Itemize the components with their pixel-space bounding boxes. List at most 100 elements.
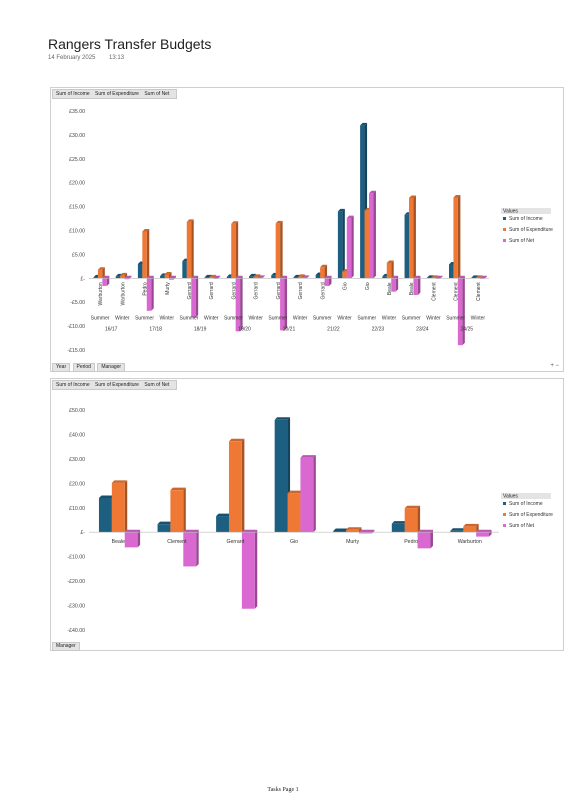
bar-0-2-c1 xyxy=(137,263,143,279)
bar-2-0-c1 xyxy=(102,278,107,286)
y-tick-label-c1: £35.00 xyxy=(69,109,85,115)
bar-1-5-c1-side xyxy=(213,274,216,279)
legend-title-bg-c2 xyxy=(501,493,551,499)
bar-2-9-c1-side xyxy=(306,275,310,279)
y-tick-label-c2: -£10.00 xyxy=(67,555,85,561)
bar-1-8-c1-top xyxy=(275,220,283,224)
expand-collapse-buttons[interactable]: + − xyxy=(550,363,559,369)
axis-field-buttons-2[interactable]: Manager xyxy=(52,642,81,651)
axis-field-period[interactable]: Period xyxy=(72,363,95,372)
x-manager-label-c2: Warburton xyxy=(458,539,482,545)
field-button-income[interactable]: Sum of Income xyxy=(56,91,90,97)
bar-2-0-c2-top xyxy=(124,529,141,533)
bar-1-6-c2-side xyxy=(476,523,479,533)
y-tick-label-c2: £50.00 xyxy=(69,408,85,414)
x-year-label-c1: 24/25 xyxy=(461,326,474,332)
bar-1-5-c1 xyxy=(209,277,214,279)
x-manager-label-c2: Clement xyxy=(167,539,187,545)
axis-field-buttons[interactable]: Year Period Manager xyxy=(52,363,126,372)
bar-2-12-c1-side xyxy=(373,190,376,279)
x-manager-label-c1: Gio xyxy=(365,282,371,290)
bar-2-6-c1 xyxy=(235,278,241,332)
bar-1-5-c2-top xyxy=(404,505,421,509)
x-manager-label-c1: Gerrard xyxy=(231,282,237,299)
bar-1-3-c1-top xyxy=(164,271,172,275)
bar-0-0-c1 xyxy=(93,277,98,279)
bar-0-10-c1 xyxy=(315,274,321,279)
bar-1-4-c1-side xyxy=(191,219,194,279)
bar-0-0-c2 xyxy=(98,498,112,533)
field-button-expenditure[interactable]: Sum of Expenditure xyxy=(95,91,139,97)
field-button-expenditure-2[interactable]: Sum of Expenditure xyxy=(95,382,139,388)
x-period-label-c1: Winter xyxy=(204,315,219,321)
bar-0-9-c1 xyxy=(293,277,298,279)
bar-1-6-c2-top xyxy=(463,523,479,527)
x-manager-label-c1: Gerrard xyxy=(320,282,326,299)
y-axis-c2: -£40.00 -£30.00 -£20.00 -£10.00 £- £10.00 £20.… xyxy=(67,408,85,634)
x-year-label-c1: 18/19 xyxy=(194,326,207,332)
bar-1-2-c1-side xyxy=(146,228,150,279)
legend-label-0-c2: Sum of Income xyxy=(509,501,543,507)
axis-field-year[interactable]: Year xyxy=(52,363,71,372)
bar-2-8-c1-top xyxy=(280,275,288,279)
bar-1-15-c1-side xyxy=(435,275,439,279)
bar-0-6-c2 xyxy=(450,530,464,533)
bar-1-2-c1-top xyxy=(142,228,150,232)
bars-c2 xyxy=(98,417,492,609)
bar-0-3-c1 xyxy=(160,275,165,279)
bar-2-5-c2-side xyxy=(430,529,433,549)
bar-2-3-c2 xyxy=(300,457,314,533)
bar-1-10-c1 xyxy=(320,267,325,279)
x-year-label-c1: 19/20 xyxy=(238,326,251,332)
bar-2-0-c2-side xyxy=(137,529,141,548)
bar-2-16-c1 xyxy=(457,278,463,346)
x-period-label-c1: Summer xyxy=(402,315,421,321)
x-period-label-c1: Summer xyxy=(135,315,154,321)
bar-2-14-c1-top xyxy=(413,275,421,279)
y-tick-label-c2: £20.00 xyxy=(69,481,85,487)
x-manager-label-c1: Beale xyxy=(409,282,415,295)
field-button-income-2[interactable]: Sum of Income xyxy=(56,382,90,388)
y-tick-label-c2: £40.00 xyxy=(69,432,85,438)
legend-title-c1: Values xyxy=(503,209,518,215)
bar-2-2-c2 xyxy=(241,532,255,609)
bar-2-8-c1-side xyxy=(284,275,288,331)
bar-0-5-c1 xyxy=(204,277,209,279)
x-period-label-c1: Winter xyxy=(426,315,441,321)
bar-2-4-c1 xyxy=(191,278,196,318)
bar-1-13-c1-top xyxy=(386,260,394,264)
x-manager-label-c1: Beale xyxy=(387,282,393,295)
bar-1-16-c1 xyxy=(453,197,458,279)
x-period-label-c1: Summer xyxy=(313,315,332,321)
bar-1-6-c1-side xyxy=(235,221,239,279)
bar-1-6-c1 xyxy=(231,223,236,279)
axis-field-manager-2[interactable]: Manager xyxy=(52,642,80,651)
bar-1-0-c1-top xyxy=(97,267,105,270)
y-tick-label-c1: £30.00 xyxy=(69,133,85,139)
x-period-label-c1: Summer xyxy=(357,315,376,321)
field-button-net[interactable]: Sum of Net xyxy=(144,91,170,97)
bar-0-8-c1 xyxy=(271,275,276,279)
x-year-label-c1: 23/24 xyxy=(416,326,429,332)
bar-1-5-c2 xyxy=(404,508,418,533)
bar-1-17-c1-side xyxy=(480,275,483,279)
x-labels-c1: Warburton Summer Warburton Winter Pedro Summe… xyxy=(91,282,486,333)
bar-0-12-c1 xyxy=(360,125,365,279)
field-button-net-2[interactable]: Sum of Net xyxy=(144,382,170,388)
bar-1-5-c2-side xyxy=(417,505,421,533)
value-field-buttons-2[interactable]: Sum of Income Sum of Expenditure Sum of … xyxy=(52,380,178,390)
x-period-label-c1: Winter xyxy=(471,315,486,321)
x-manager-label-c1: Gerrard xyxy=(276,282,282,299)
x-year-label-c1: 16/17 xyxy=(105,326,118,332)
bar-2-4-c1-side xyxy=(195,275,199,318)
bar-2-14-c1-side xyxy=(417,275,421,296)
bar-2-0-c2 xyxy=(124,532,138,548)
value-field-buttons[interactable]: Sum of Income Sum of Expenditure Sum of … xyxy=(52,89,178,99)
bar-0-1-c1-top xyxy=(115,273,123,277)
bar-1-6-c2 xyxy=(463,526,477,533)
bar-0-4-c1 xyxy=(182,261,187,279)
axis-field-manager[interactable]: Manager xyxy=(97,363,126,372)
bar-2-12-c1-top xyxy=(369,190,376,194)
bar-1-0-c2-side xyxy=(124,480,128,533)
bar-1-3-c2-top xyxy=(287,490,303,494)
